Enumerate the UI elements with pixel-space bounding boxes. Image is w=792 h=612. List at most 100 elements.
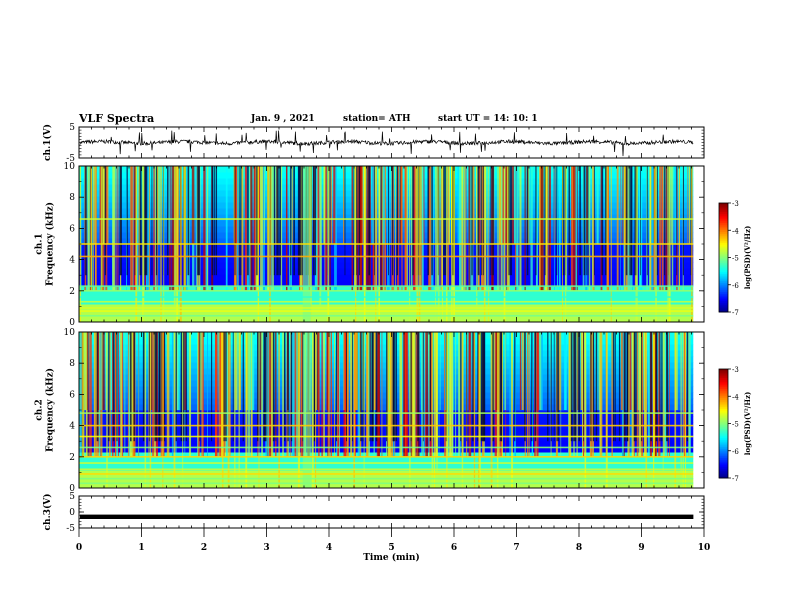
spec-burst (227, 332, 230, 488)
spec-streak (148, 332, 150, 457)
y-tick-label: -5 (66, 524, 75, 534)
spec-streak (560, 332, 562, 457)
spec-streak (266, 332, 270, 457)
spec-streak (492, 332, 495, 410)
spec-streak (329, 166, 331, 291)
colorbar-step (719, 410, 728, 414)
spec-gap (120, 166, 122, 276)
spec-streak (235, 332, 238, 410)
spec-background-row (79, 256, 694, 263)
spec-streak (102, 166, 105, 244)
spec-gap (492, 166, 494, 276)
spec-gap (142, 332, 145, 442)
spec-streak (260, 166, 262, 291)
spec-burst (297, 332, 300, 488)
spec-gap (481, 332, 484, 442)
spec-streak (576, 332, 578, 457)
spec-gap (372, 332, 374, 442)
spec-streak (528, 332, 530, 457)
spec-background-row (79, 286, 694, 293)
spec-streak (683, 332, 687, 457)
colorbar-step (719, 416, 728, 419)
spec-gap (133, 332, 136, 442)
y-tick-label: -5 (66, 154, 75, 164)
colorbar-step (719, 452, 728, 455)
spec-streak (157, 166, 160, 244)
spec-background-row (79, 196, 694, 203)
spec-streak (315, 166, 318, 291)
spec-streak (505, 166, 508, 244)
y-tick-label: 0 (69, 484, 75, 494)
colorbar-label-text: log(PSD)(V²/Hz) (743, 392, 752, 456)
spec-background-row (79, 274, 694, 281)
spec-band (79, 412, 694, 414)
spec-streak (555, 332, 557, 457)
colorbar-step (719, 390, 728, 394)
spec-gap (477, 332, 479, 442)
colorbar-step (719, 408, 728, 412)
spec-streak (93, 166, 95, 244)
spec-streak (452, 332, 454, 457)
colorbar-label-text: log(PSD)(V²/Hz) (743, 226, 752, 290)
spec-gap (665, 332, 667, 442)
colorbar-step (719, 241, 728, 244)
spec-streak (365, 166, 367, 291)
spec-gap (263, 332, 265, 442)
spec-streak (197, 332, 199, 457)
spec-streak (300, 166, 302, 291)
spec-gap (445, 166, 447, 276)
spec-gap (344, 166, 346, 276)
colorbar-step (719, 423, 728, 426)
ch3-waveform-ylabel: ch.3(V) (42, 494, 53, 531)
colorbar-step (719, 244, 728, 248)
spec-streak (540, 332, 543, 410)
spec-background-row (79, 268, 694, 275)
spec-streak (261, 166, 264, 291)
spec-gap (247, 166, 249, 276)
colorbar-step (719, 203, 728, 206)
spec-streak (387, 332, 390, 457)
spec-gap (499, 332, 502, 442)
spec-streak (138, 332, 140, 457)
spec-streak (382, 166, 383, 244)
y-tick-label: 10 (64, 162, 76, 172)
spec-gap (618, 332, 621, 442)
spec-streak (207, 166, 209, 291)
spec-burst (680, 332, 682, 488)
spec-streak (117, 166, 119, 291)
axis-label-line: ch.1(V) (42, 124, 53, 161)
spec-gap (568, 166, 570, 276)
x-tick-label: 6 (451, 543, 457, 553)
colorbar-step (719, 242, 728, 246)
spec-band (79, 307, 694, 309)
spec-streak (406, 166, 408, 291)
spec-streak (591, 166, 594, 291)
spec-streak (265, 332, 268, 457)
spec-streak (282, 332, 284, 457)
spec-gap (593, 332, 595, 442)
spec-streak (620, 332, 623, 410)
spec-streak (636, 332, 639, 457)
spec-background-row (79, 316, 694, 323)
colorbar-step (719, 215, 728, 219)
spec-gap (526, 166, 529, 276)
spec-background-row (79, 202, 694, 209)
spec-gap (145, 166, 148, 276)
spec-streak (94, 166, 97, 291)
spec-gap (277, 166, 279, 276)
spec-streak (596, 166, 599, 244)
spec-gap (595, 332, 598, 442)
spec-gap (275, 332, 277, 442)
spec-streak (445, 332, 447, 410)
spec-streak (157, 166, 158, 291)
spec-gap (353, 166, 355, 276)
spec-gap (85, 166, 87, 276)
colorbar-step (719, 387, 728, 390)
spec-band (79, 243, 694, 245)
colorbar-step (719, 383, 728, 386)
colorbar-step (719, 405, 728, 408)
colorbar-step (719, 301, 728, 304)
colorbar-step (719, 290, 728, 293)
colorbar-tick-label: -6 (732, 448, 739, 456)
spec-streak (150, 332, 153, 410)
